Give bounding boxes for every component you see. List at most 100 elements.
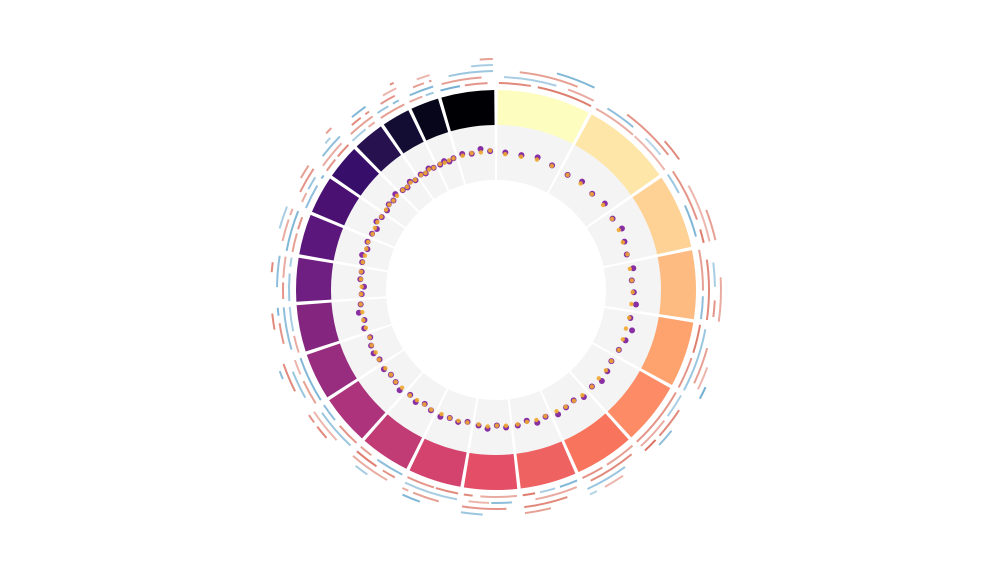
arc — [471, 64, 493, 68]
arc — [321, 412, 352, 447]
scatter-point — [518, 154, 524, 160]
arc — [291, 371, 307, 399]
segment — [657, 250, 697, 320]
scatter-point — [627, 266, 633, 271]
arc — [658, 409, 680, 437]
arc — [360, 446, 372, 457]
scatter-point — [616, 347, 622, 353]
track-background — [355, 350, 423, 415]
segment — [306, 343, 357, 398]
arc — [282, 363, 296, 392]
scatter-point — [426, 167, 432, 172]
scatter-point — [387, 202, 392, 207]
segment — [641, 316, 694, 386]
arc — [663, 140, 681, 160]
scatter-point — [629, 278, 634, 283]
scatter-point — [372, 225, 378, 231]
arc — [441, 76, 482, 86]
scatter-point — [429, 407, 434, 412]
arc — [717, 277, 722, 322]
arc — [382, 469, 396, 479]
arc — [461, 505, 507, 510]
segment — [299, 214, 344, 261]
arc — [698, 386, 707, 400]
scatter-point — [360, 310, 365, 315]
arc — [699, 229, 705, 244]
track-background — [328, 262, 388, 300]
scatter-point — [388, 372, 394, 377]
track-background — [401, 139, 448, 199]
arc — [687, 185, 711, 242]
scatter-point — [600, 202, 606, 208]
arc — [556, 72, 595, 89]
segment — [356, 126, 402, 172]
arc — [589, 490, 598, 496]
arc — [519, 71, 579, 88]
scatter-point — [362, 253, 368, 258]
arc — [412, 82, 425, 89]
scatter-point — [365, 239, 371, 245]
segment — [564, 413, 629, 473]
scatter-point — [367, 335, 372, 340]
arc — [636, 391, 677, 443]
arc — [278, 323, 285, 345]
arc — [407, 476, 435, 489]
arc — [339, 425, 358, 444]
arc — [498, 82, 532, 87]
scatter-point — [580, 392, 585, 398]
scatter-point — [363, 325, 369, 331]
arc — [425, 91, 434, 97]
arc — [692, 324, 702, 354]
arc — [587, 466, 626, 490]
arc — [270, 262, 274, 273]
scatter-point — [469, 150, 474, 156]
arc — [699, 296, 704, 320]
track-background — [378, 152, 433, 212]
scatter-point — [487, 148, 493, 153]
track-background — [341, 196, 405, 247]
scatter-point — [503, 423, 509, 428]
arc — [297, 216, 304, 230]
track-background — [328, 298, 392, 342]
arc — [644, 439, 657, 452]
scatter-point — [543, 414, 548, 419]
arc — [468, 500, 490, 504]
arc — [293, 359, 302, 375]
segment — [296, 302, 339, 352]
segment — [329, 380, 386, 439]
scatter-point — [596, 376, 601, 381]
arc — [409, 95, 423, 103]
scatter-point — [589, 191, 595, 197]
arc — [705, 259, 710, 321]
arc — [448, 70, 493, 78]
arc — [693, 347, 709, 384]
arc — [435, 487, 459, 495]
track-background — [423, 389, 477, 456]
arc — [524, 507, 552, 515]
arc — [539, 487, 556, 494]
arc — [352, 455, 388, 481]
arc — [491, 501, 512, 505]
segment — [364, 414, 423, 469]
arc — [380, 94, 396, 105]
arc — [683, 329, 707, 391]
segment — [516, 441, 576, 489]
scatter-track — [328, 122, 664, 458]
scatter-point — [476, 422, 481, 427]
arc — [299, 164, 310, 179]
segment — [295, 257, 334, 302]
arc — [376, 458, 403, 476]
segment — [311, 178, 360, 226]
scatter-point — [623, 326, 629, 331]
arc — [460, 511, 483, 516]
arc — [351, 116, 362, 126]
scatter-point — [431, 165, 436, 170]
arc — [325, 127, 333, 135]
scatter-point — [534, 417, 539, 423]
scatter-point — [515, 422, 520, 427]
scatter-point — [404, 184, 410, 190]
segment — [575, 114, 660, 195]
arc — [351, 128, 367, 142]
arc — [278, 206, 288, 229]
